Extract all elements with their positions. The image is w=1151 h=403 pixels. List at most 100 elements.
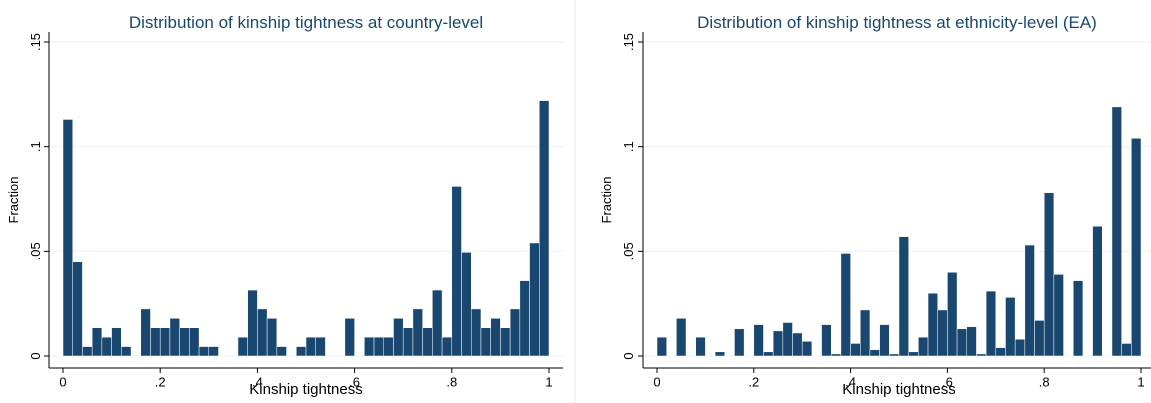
bar (373, 336, 385, 357)
bar (140, 308, 151, 357)
y-tick-label: .05 (621, 242, 636, 260)
bar (91, 327, 103, 357)
x-tick-label: .6 (942, 374, 953, 389)
bar (344, 318, 355, 357)
bar (1072, 280, 1084, 357)
bar (509, 308, 521, 357)
bar (1034, 320, 1045, 357)
bar (879, 324, 890, 357)
bar (305, 336, 316, 357)
bar (763, 351, 774, 357)
bar (247, 289, 258, 357)
bar (111, 327, 122, 357)
bar (714, 351, 726, 357)
y-axis-label: Fraction (599, 177, 614, 224)
chart-title: Distribution of kinship tightness at cou… (129, 13, 483, 32)
bar (937, 309, 948, 357)
bar (966, 326, 977, 357)
bar (159, 327, 171, 357)
x-tick-label: .6 (349, 374, 360, 389)
bar (451, 186, 462, 357)
x-tick-label: 0 (59, 374, 66, 389)
x-axis-label: Kinship tightness (842, 381, 955, 398)
bar (480, 327, 491, 357)
bar (676, 318, 687, 357)
bar (860, 309, 871, 357)
bar (898, 236, 909, 357)
y-tick-label: .15 (621, 33, 636, 51)
bar (529, 242, 540, 357)
bar (918, 336, 929, 357)
bar (830, 353, 842, 357)
bar (422, 327, 433, 357)
x-tick-label: 0 (653, 374, 660, 389)
bar (976, 353, 987, 357)
x-tick-label: 1 (1137, 374, 1144, 389)
bar (1014, 339, 1026, 357)
bar (753, 324, 764, 357)
bar (383, 336, 394, 357)
bar (869, 349, 880, 357)
bar (315, 336, 326, 357)
bar (121, 346, 132, 357)
bar (539, 100, 550, 357)
bar (62, 119, 73, 357)
y-tick-label: .05 (28, 242, 43, 260)
bar (189, 327, 200, 357)
bar (490, 318, 501, 357)
bar (82, 346, 93, 357)
x-axis-label: Kinship tightness (249, 381, 362, 398)
bar (1121, 343, 1132, 357)
y-axis-label: Fraction (6, 177, 21, 224)
bar (1024, 244, 1035, 357)
bar (519, 280, 530, 357)
bar (402, 327, 414, 357)
bar (956, 328, 968, 357)
x-tick-label: 1 (545, 374, 552, 389)
bar (1111, 106, 1122, 357)
bar (432, 289, 443, 357)
bar (792, 332, 803, 357)
bar (821, 324, 832, 357)
bar (257, 308, 268, 357)
bar (500, 327, 511, 357)
bar (72, 261, 83, 357)
bar (801, 341, 813, 357)
bar (734, 328, 745, 357)
bar (101, 336, 112, 357)
bar (296, 346, 307, 357)
bar (169, 318, 180, 357)
bar (198, 346, 210, 357)
bar (1043, 192, 1055, 357)
y-tick-label: .1 (621, 141, 636, 152)
y-tick-label: 0 (28, 352, 43, 359)
bar (441, 336, 453, 357)
x-tick-label: .4 (845, 374, 856, 389)
bar (266, 318, 278, 357)
bar (695, 336, 706, 357)
bar (772, 330, 784, 357)
bar (276, 346, 287, 357)
bar (927, 292, 938, 357)
bar (1131, 138, 1142, 357)
bar (995, 347, 1006, 357)
bar (1092, 225, 1103, 357)
bar (364, 336, 375, 357)
bar (412, 308, 423, 357)
y-tick-label: 0 (621, 352, 636, 359)
y-tick-label: .15 (28, 33, 43, 51)
bar (782, 322, 793, 357)
bar (889, 353, 900, 357)
bar (237, 336, 248, 357)
y-tick-label: .1 (28, 141, 43, 152)
bar (393, 318, 404, 357)
x-tick-label: .8 (1039, 374, 1050, 389)
bar (947, 272, 958, 357)
chart-title: Distribution of kinship tightness at eth… (697, 13, 1097, 32)
bar (208, 346, 219, 357)
bar (461, 252, 472, 357)
x-tick-label: .2 (155, 374, 166, 389)
bar (470, 308, 482, 357)
bar (1005, 297, 1016, 357)
bar (656, 336, 667, 357)
